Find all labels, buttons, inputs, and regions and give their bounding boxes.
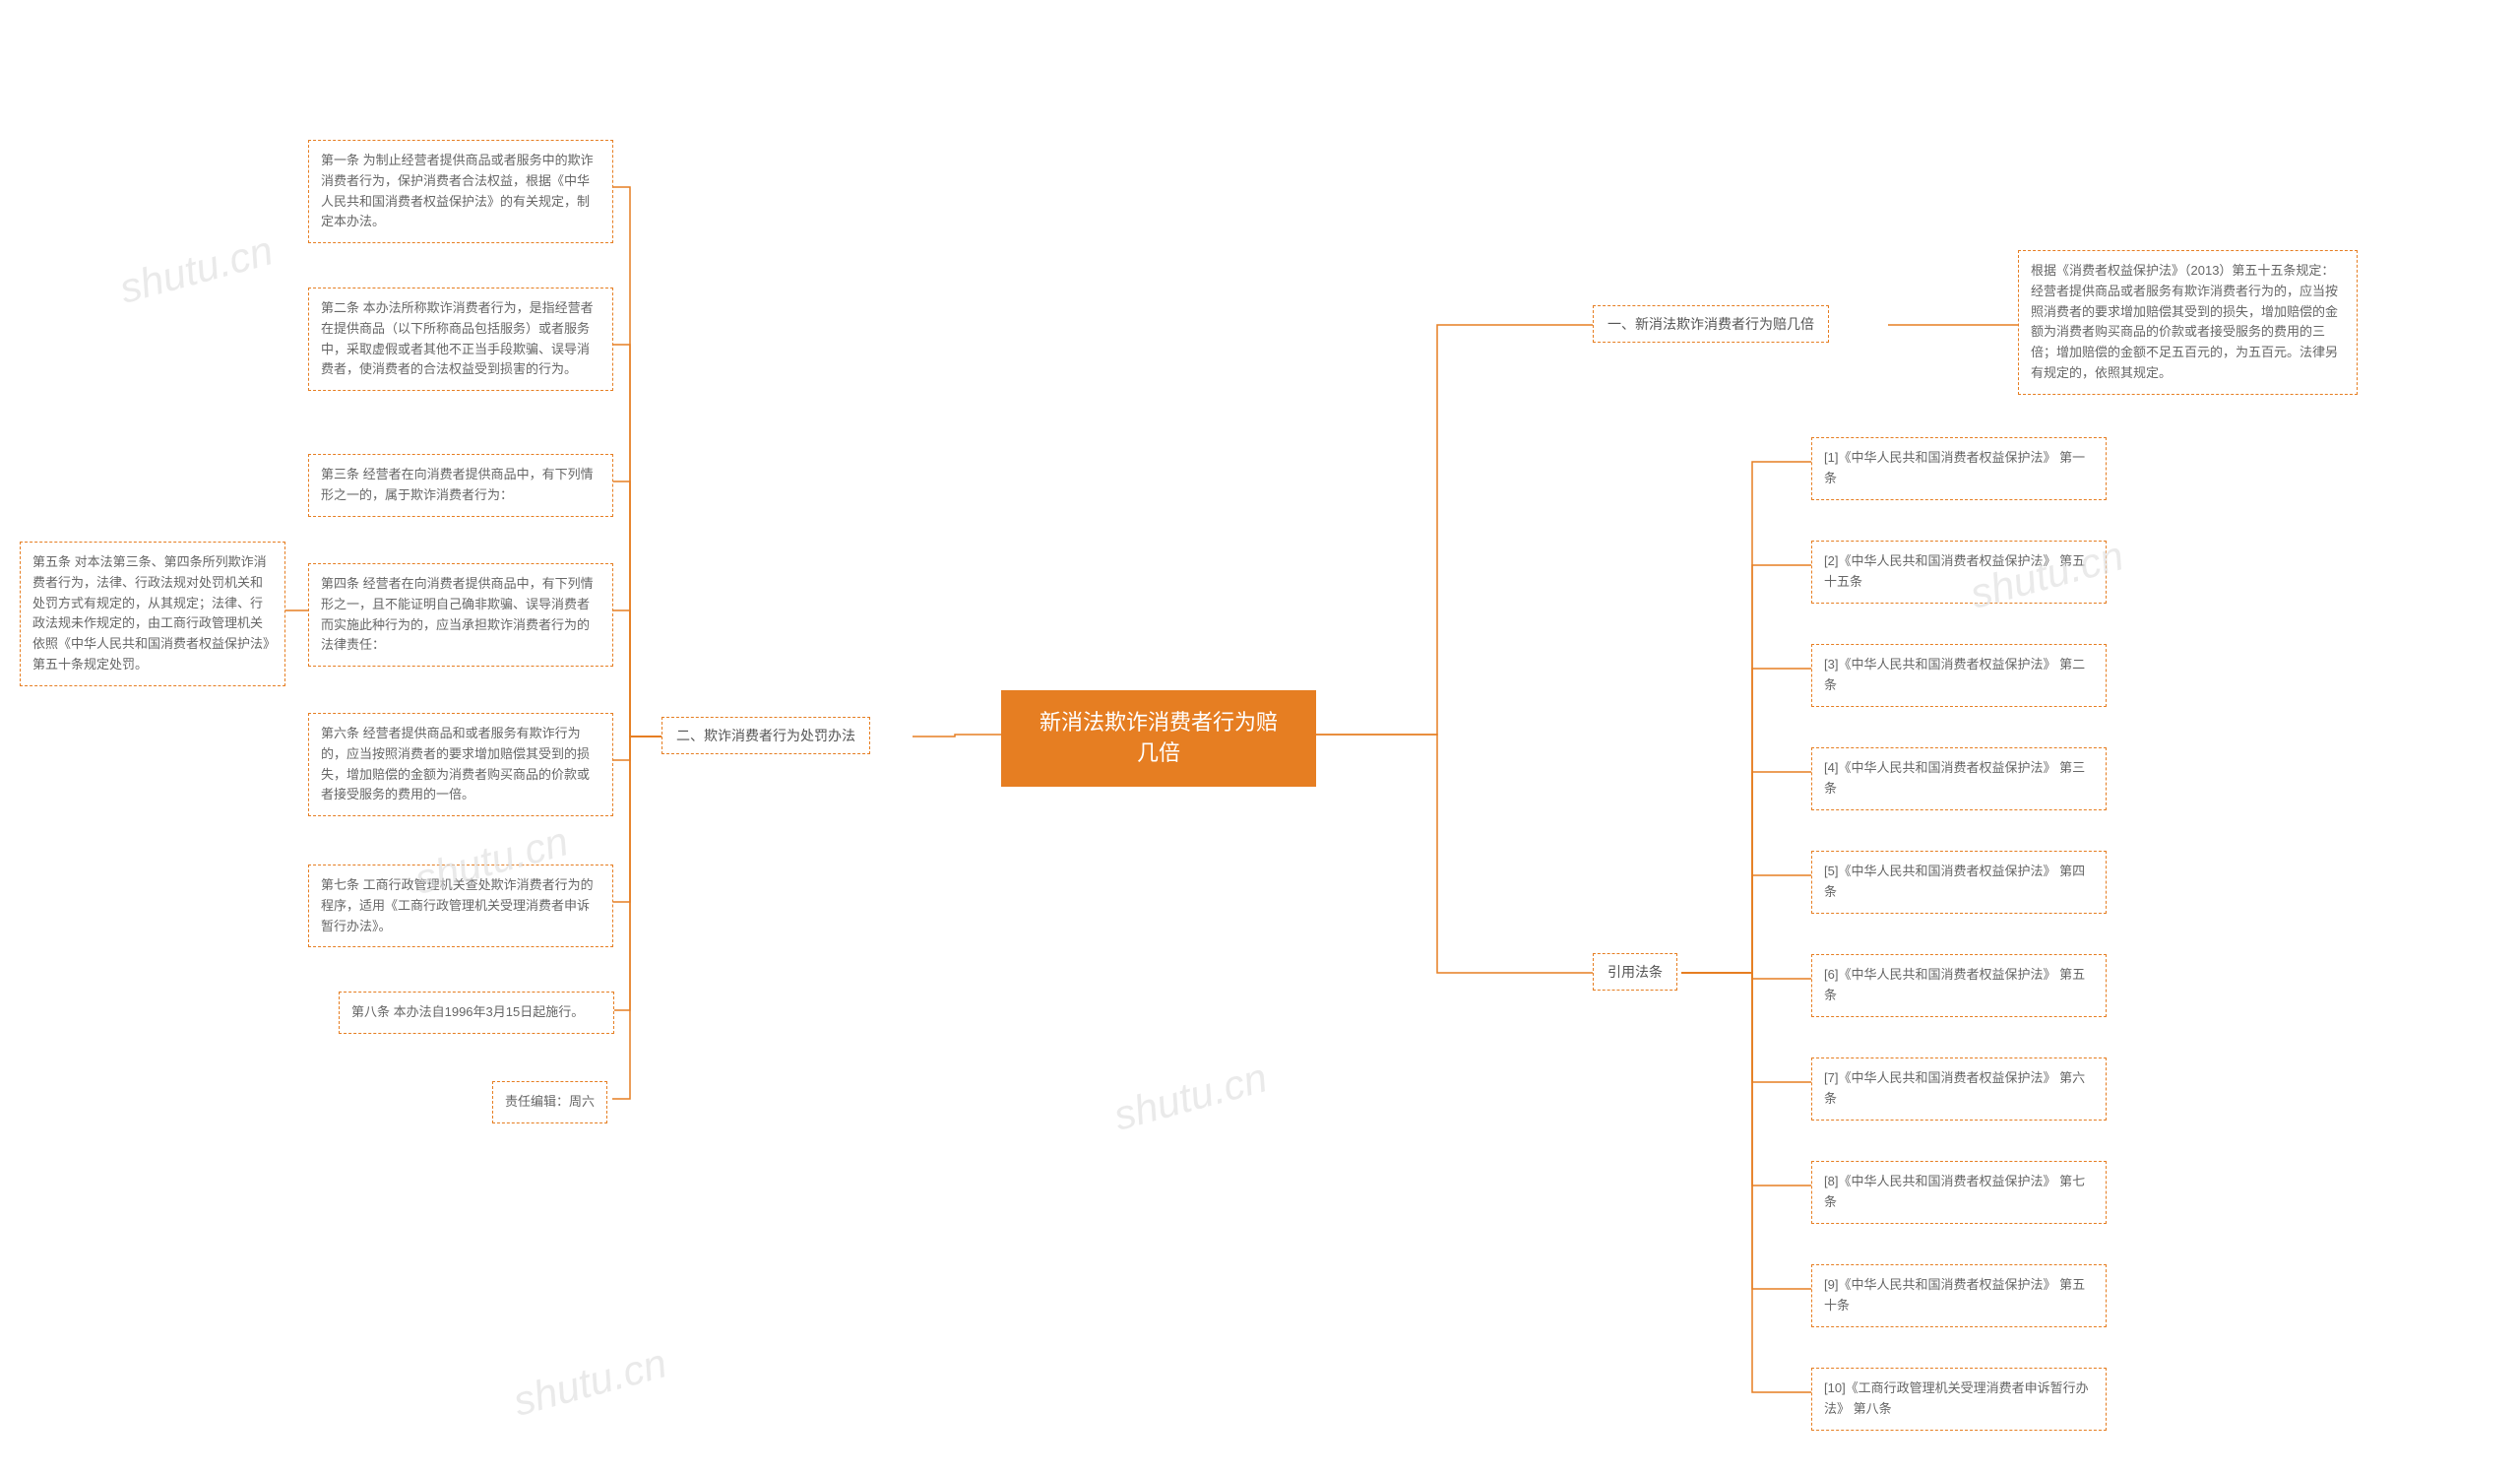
node-l1c4[interactable]: 第四条 经营者在向消费者提供商品中，有下列情形之一，且不能证明自己确非欺骗、误导… bbox=[308, 563, 613, 667]
root-text: 新消法欺诈消费者行为赔几倍 bbox=[1040, 710, 1278, 765]
root-node[interactable]: 新消法欺诈消费者行为赔几倍 bbox=[1001, 690, 1316, 787]
branch-right-2[interactable]: 引用法条 bbox=[1593, 953, 1677, 991]
node-l1c2-text: 第二条 本办法所称欺诈消费者行为，是指经营者在提供商品（以下所称商品包括服务）或… bbox=[321, 300, 594, 376]
node-l1c3-text: 第三条 经营者在向消费者提供商品中，有下列情形之一的，属于欺诈消费者行为： bbox=[321, 467, 594, 502]
node-r2c1[interactable]: [1]《中华人民共和国消费者权益保护法》 第一条 bbox=[1811, 437, 2107, 500]
node-l1c6-text: 第七条 工商行政管理机关查处欺诈消费者行为的程序，适用《工商行政管理机关受理消费… bbox=[321, 877, 594, 933]
branch-left-1-label: 二、欺诈消费者行为处罚办法 bbox=[676, 728, 855, 743]
node-r2c4[interactable]: [4]《中华人民共和国消费者权益保护法》 第三条 bbox=[1811, 747, 2107, 810]
node-r2c1-text: [1]《中华人民共和国消费者权益保护法》 第一条 bbox=[1824, 450, 2085, 485]
node-r1c1[interactable]: 根据《消费者权益保护法》（2013）第五十五条规定：经营者提供商品或者服务有欺诈… bbox=[2018, 250, 2358, 395]
node-l1c8[interactable]: 责任编辑：周六 bbox=[492, 1081, 607, 1123]
node-r2c6-text: [6]《中华人民共和国消费者权益保护法》 第五条 bbox=[1824, 967, 2085, 1002]
node-r2c8-text: [8]《中华人民共和国消费者权益保护法》 第七条 bbox=[1824, 1174, 2085, 1209]
node-l1c1-text: 第一条 为制止经营者提供商品或者服务中的欺诈消费者行为，保护消费者合法权益，根据… bbox=[321, 153, 594, 228]
node-l1c7-text: 第八条 本办法自1996年3月15日起施行。 bbox=[351, 1004, 584, 1019]
watermark: shutu.cn bbox=[1108, 1054, 1272, 1139]
branch-right-1[interactable]: 一、新消法欺诈消费者行为赔几倍 bbox=[1593, 305, 1829, 343]
node-r2c3-text: [3]《中华人民共和国消费者权益保护法》 第二条 bbox=[1824, 657, 2085, 692]
node-r2c7[interactable]: [7]《中华人民共和国消费者权益保护法》 第六条 bbox=[1811, 1057, 2107, 1121]
node-r2c10-text: [10]《工商行政管理机关受理消费者申诉暂行办法》 第八条 bbox=[1824, 1380, 2089, 1416]
node-l1c4a[interactable]: 第五条 对本法第三条、第四条所列欺诈消费者行为，法律、行政法规对处罚机关和处罚方… bbox=[20, 542, 285, 686]
node-l1c1[interactable]: 第一条 为制止经营者提供商品或者服务中的欺诈消费者行为，保护消费者合法权益，根据… bbox=[308, 140, 613, 243]
branch-left-1[interactable]: 二、欺诈消费者行为处罚办法 bbox=[662, 717, 870, 754]
node-l1c2[interactable]: 第二条 本办法所称欺诈消费者行为，是指经营者在提供商品（以下所称商品包括服务）或… bbox=[308, 288, 613, 391]
node-r2c6[interactable]: [6]《中华人民共和国消费者权益保护法》 第五条 bbox=[1811, 954, 2107, 1017]
branch-right-1-label: 一、新消法欺诈消费者行为赔几倍 bbox=[1607, 316, 1814, 332]
node-r2c5-text: [5]《中华人民共和国消费者权益保护法》 第四条 bbox=[1824, 864, 2085, 899]
node-r2c10[interactable]: [10]《工商行政管理机关受理消费者申诉暂行办法》 第八条 bbox=[1811, 1368, 2107, 1431]
node-l1c4-text: 第四条 经营者在向消费者提供商品中，有下列情形之一，且不能证明自己确非欺骗、误导… bbox=[321, 576, 594, 652]
node-r2c2[interactable]: [2]《中华人民共和国消费者权益保护法》 第五十五条 bbox=[1811, 541, 2107, 604]
branch-right-2-label: 引用法条 bbox=[1607, 964, 1663, 980]
node-l1c3[interactable]: 第三条 经营者在向消费者提供商品中，有下列情形之一的，属于欺诈消费者行为： bbox=[308, 454, 613, 517]
node-l1c4a-text: 第五条 对本法第三条、第四条所列欺诈消费者行为，法律、行政法规对处罚机关和处罚方… bbox=[32, 554, 270, 672]
node-l1c8-text: 责任编辑：周六 bbox=[505, 1094, 595, 1109]
node-r2c9[interactable]: [9]《中华人民共和国消费者权益保护法》 第五十条 bbox=[1811, 1264, 2107, 1327]
node-r2c9-text: [9]《中华人民共和国消费者权益保护法》 第五十条 bbox=[1824, 1277, 2085, 1313]
node-l1c5[interactable]: 第六条 经营者提供商品和或者服务有欺诈行为的，应当按照消费者的要求增加赔偿其受到… bbox=[308, 713, 613, 816]
node-r2c5[interactable]: [5]《中华人民共和国消费者权益保护法》 第四条 bbox=[1811, 851, 2107, 914]
watermark: shutu.cn bbox=[508, 1339, 671, 1425]
node-l1c6[interactable]: 第七条 工商行政管理机关查处欺诈消费者行为的程序，适用《工商行政管理机关受理消费… bbox=[308, 865, 613, 947]
node-r2c2-text: [2]《中华人民共和国消费者权益保护法》 第五十五条 bbox=[1824, 553, 2085, 589]
node-l1c7[interactable]: 第八条 本办法自1996年3月15日起施行。 bbox=[339, 992, 614, 1034]
watermark: shutu.cn bbox=[114, 226, 278, 312]
node-l1c5-text: 第六条 经营者提供商品和或者服务有欺诈行为的，应当按照消费者的要求增加赔偿其受到… bbox=[321, 726, 590, 801]
node-r2c8[interactable]: [8]《中华人民共和国消费者权益保护法》 第七条 bbox=[1811, 1161, 2107, 1224]
node-r1c1-text: 根据《消费者权益保护法》（2013）第五十五条规定：经营者提供商品或者服务有欺诈… bbox=[2031, 263, 2338, 380]
node-r2c4-text: [4]《中华人民共和国消费者权益保护法》 第三条 bbox=[1824, 760, 2085, 796]
node-r2c3[interactable]: [3]《中华人民共和国消费者权益保护法》 第二条 bbox=[1811, 644, 2107, 707]
node-r2c7-text: [7]《中华人民共和国消费者权益保护法》 第六条 bbox=[1824, 1070, 2085, 1106]
